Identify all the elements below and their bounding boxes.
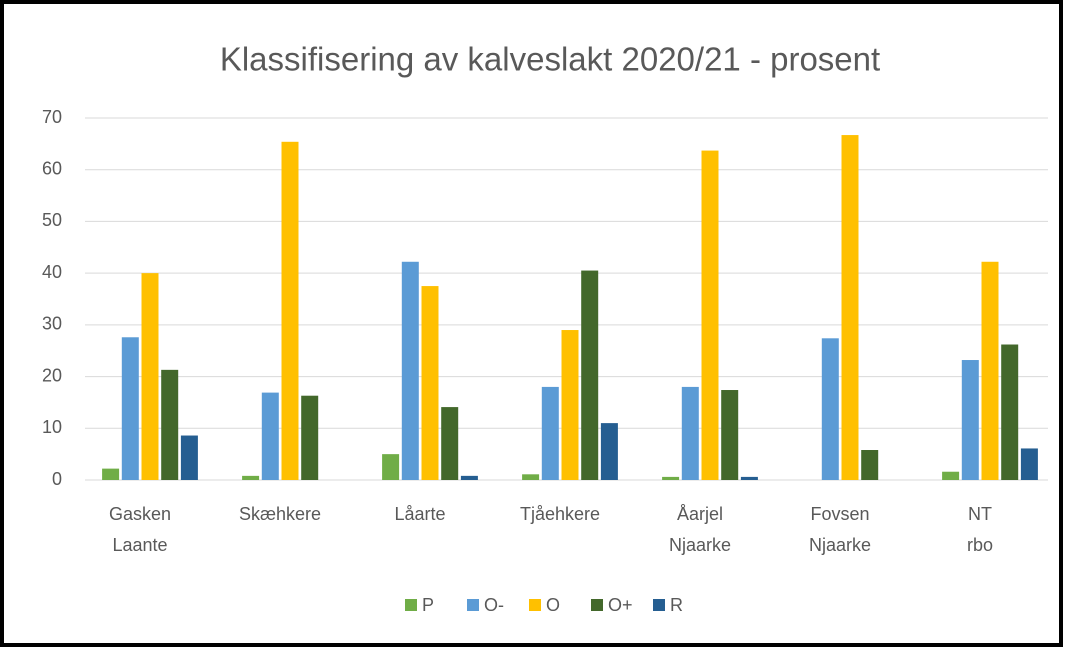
chart-title: Klassifisering av kalveslakt 2020/21 - p… xyxy=(220,41,880,78)
y-tick-label: 50 xyxy=(42,210,62,230)
bar xyxy=(441,407,459,480)
bar xyxy=(561,330,579,480)
bar xyxy=(382,454,400,480)
x-tick-label: Fovsen Njaarke xyxy=(809,504,871,555)
bar xyxy=(721,390,739,480)
legend-swatch xyxy=(653,599,665,611)
bar xyxy=(662,476,680,480)
bar xyxy=(522,474,540,480)
legend-label: R xyxy=(670,595,683,615)
bar xyxy=(460,475,478,480)
bar xyxy=(401,261,419,480)
bar xyxy=(141,273,159,480)
bar xyxy=(942,471,960,480)
y-tick-label: 0 xyxy=(52,469,62,489)
bar xyxy=(261,392,279,480)
legend-label: O xyxy=(546,595,560,615)
bar xyxy=(121,337,139,480)
bar xyxy=(1001,344,1019,480)
bar xyxy=(242,475,260,480)
y-tick-label: 30 xyxy=(42,314,62,334)
legend-label: O- xyxy=(484,595,504,615)
y-tick-label: 70 xyxy=(42,107,62,127)
bar xyxy=(581,270,599,480)
bar xyxy=(681,386,699,480)
x-tick-label: Åarjel Njaarke xyxy=(669,504,731,555)
legend-swatch xyxy=(591,599,603,611)
x-tick-label: NT rbo xyxy=(967,504,993,555)
legend-swatch xyxy=(405,599,417,611)
bar xyxy=(102,468,120,480)
bar xyxy=(180,435,198,480)
legend-swatch xyxy=(529,599,541,611)
y-tick-label: 60 xyxy=(42,158,62,178)
y-tick-label: 40 xyxy=(42,262,62,282)
x-tick-label: Gasken Laante xyxy=(109,504,171,555)
bar xyxy=(541,386,559,480)
x-tick-label: Låarte xyxy=(394,504,445,524)
bar xyxy=(981,261,999,480)
bar xyxy=(281,141,299,480)
x-tick-label: Skæhkere xyxy=(239,504,321,524)
bar xyxy=(161,369,179,480)
bar xyxy=(740,476,758,480)
legend-label: P xyxy=(422,595,434,615)
bar xyxy=(600,423,618,480)
bar xyxy=(701,150,719,480)
bar xyxy=(961,360,979,480)
bar xyxy=(861,450,879,480)
y-tick-label: 10 xyxy=(42,417,62,437)
x-tick-label: Tjåehkere xyxy=(520,504,600,524)
bar xyxy=(301,395,319,480)
legend-swatch xyxy=(467,599,479,611)
bar xyxy=(1020,448,1038,480)
bar xyxy=(821,338,839,480)
legend-label: O+ xyxy=(608,595,633,615)
y-tick-label: 20 xyxy=(42,365,62,385)
bar xyxy=(421,286,439,480)
bar xyxy=(841,135,859,480)
